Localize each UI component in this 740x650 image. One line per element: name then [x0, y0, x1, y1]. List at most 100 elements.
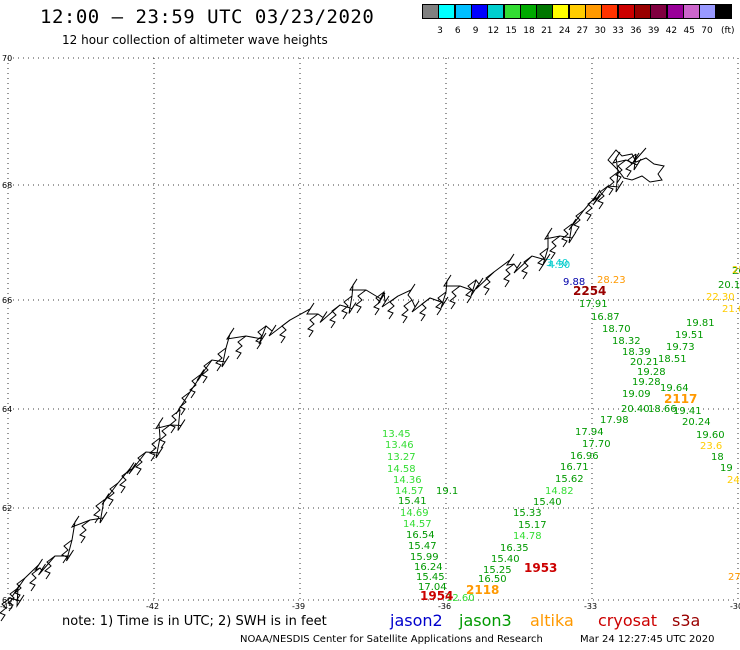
- wave-height-label: 20.24: [682, 417, 711, 428]
- wave-height-label: 15.45: [416, 572, 445, 583]
- wave-height-label: 16.54: [406, 530, 435, 541]
- legend-s3a: s3a: [672, 611, 701, 630]
- wave-height-label: 18: [711, 452, 724, 463]
- wave-height-label: 2254: [573, 284, 606, 298]
- lon-tick-label: -33: [584, 602, 597, 611]
- wave-height-label: 17.91: [579, 299, 608, 310]
- wave-height-label: 15.25: [483, 565, 512, 576]
- wave-height-label: 18.32: [612, 336, 641, 347]
- coastline-fjord: [435, 291, 447, 316]
- wave-height-label: 17.98: [600, 415, 629, 426]
- wave-height-label: 19.81: [686, 318, 715, 329]
- wave-height-label: 2117: [664, 392, 697, 406]
- coastline-fjord: [189, 374, 201, 399]
- footer-timestamp: Mar 24 12:27:45 UTC 2020: [580, 634, 715, 645]
- color-scale-label: 3: [437, 26, 443, 36]
- wave-height-label: 19.64: [660, 383, 689, 394]
- coastline-fjord: [0, 597, 11, 622]
- page-subtitle: 12 hour collection of altimeter wave hei…: [62, 33, 328, 47]
- wave-height-label: 4.30: [548, 260, 570, 271]
- coastline-fjord: [401, 299, 413, 324]
- coastline-fjord: [419, 297, 431, 322]
- lat-tick-label: 68: [2, 181, 12, 190]
- wave-height-label: 18.70: [602, 324, 631, 335]
- wave-height-label: 19.60: [696, 430, 725, 441]
- wave-height-label: 14.57: [403, 519, 432, 530]
- color-scale-label: 39: [647, 26, 660, 36]
- wave-height-label: 20.21: [630, 357, 659, 368]
- wave-height-label: 18.39: [622, 347, 651, 358]
- wave-height-label: 15.33: [513, 508, 542, 519]
- wave-height-label: 15.17: [518, 520, 547, 531]
- color-scale-label: 30: [594, 26, 606, 36]
- page-title: 12:00 – 23:59 UTC 03/23/2020: [40, 6, 375, 28]
- footer-note: note: 1) Time is in UTC; 2) SWH is in fe…: [62, 614, 327, 629]
- wave-height-label: 14.78: [513, 531, 542, 542]
- coastline-fjord: [537, 247, 549, 272]
- color-swatch: [715, 4, 733, 19]
- coastline-greenland: [0, 147, 647, 622]
- wave-height-label: 23.6: [700, 441, 722, 452]
- wave-height-label: 19.28: [637, 367, 666, 378]
- map-grid: [7, 57, 739, 601]
- wave-height-label: 17.04: [418, 582, 447, 593]
- map-ticks: 70 68 66 64 62 60-45 -42 -39 -36 -33 -30: [0, 54, 740, 611]
- color-scale-label: 27: [576, 26, 589, 36]
- wave-height-label: 16.71: [560, 462, 589, 473]
- coastline-fjord: [329, 304, 341, 329]
- color-scale-label: 70: [701, 26, 713, 36]
- wave-height-label: 19.28: [632, 377, 661, 388]
- color-scale-label: 36: [630, 26, 642, 36]
- legend-jason2: jason2: [390, 611, 443, 630]
- wave-height-label: 1953: [524, 561, 557, 575]
- wave-height-label: 18.66: [648, 404, 677, 415]
- wave-height-label: 14.57: [395, 486, 424, 497]
- coastline-fjord: [7, 587, 19, 612]
- wave-height-label: 16.96: [570, 451, 599, 462]
- coastline-fjord: [179, 391, 191, 416]
- wave-height-label: 19.1: [436, 486, 458, 497]
- wave-height-label: 15.62: [555, 474, 584, 485]
- color-scale-label: 9: [472, 26, 479, 36]
- coastline-fjord: [521, 255, 533, 280]
- coastline-fjord: [307, 313, 319, 338]
- footer-credit: NOAA/NESDIS Center for Satellite Applica…: [240, 634, 543, 645]
- wave-height-label: 19.51: [675, 330, 704, 341]
- wave-height-label: 20.75: [732, 266, 740, 277]
- coastline-path: [9, 147, 647, 608]
- legend-cryosat: cryosat: [598, 611, 658, 630]
- wave-height-label: 22.30: [706, 292, 735, 303]
- coastline-fjord: [29, 567, 41, 592]
- altimeter-tracks: 4.303.409.88225428.2317.9116.8718.7018.3…: [382, 258, 740, 604]
- coastline-fjord: [561, 223, 573, 248]
- legend-altika: altika: [530, 611, 574, 630]
- coastline-fjord: [373, 291, 385, 316]
- coastline-fjord: [79, 519, 91, 544]
- wave-height-label: 13.27: [387, 452, 416, 463]
- color-scale-label: 45: [683, 26, 695, 36]
- coastline-fjord: [255, 325, 267, 350]
- coastline-fjord: [625, 153, 637, 178]
- lat-tick-label: 60: [2, 596, 12, 605]
- coastline-fjord: [235, 335, 247, 360]
- coastline-iceland: [607, 149, 665, 183]
- color-scale-label: 42: [665, 26, 678, 36]
- wave-height-label: 14.82: [545, 486, 574, 497]
- color-scale-label: 6: [454, 26, 461, 36]
- wave-height-label: 19.41: [673, 406, 702, 417]
- coastline-fjord: [387, 295, 399, 320]
- coastline-fjord: [607, 171, 619, 196]
- coastline-fjord: [149, 437, 161, 462]
- wave-height-label: 15.47: [408, 541, 437, 552]
- coastline-fjord: [119, 469, 131, 494]
- lat-tick-label: 70: [2, 54, 12, 63]
- coastline-fjord: [341, 295, 353, 320]
- coastline-fjord: [159, 424, 171, 449]
- color-scale-label: 18: [523, 26, 535, 36]
- coastline-fjord: [215, 347, 227, 372]
- coastline-fjord: [503, 263, 515, 288]
- wave-height-label: 3.40: [546, 258, 568, 269]
- legend-jason3: jason3: [459, 611, 512, 630]
- lat-tick-label: 66: [2, 296, 12, 305]
